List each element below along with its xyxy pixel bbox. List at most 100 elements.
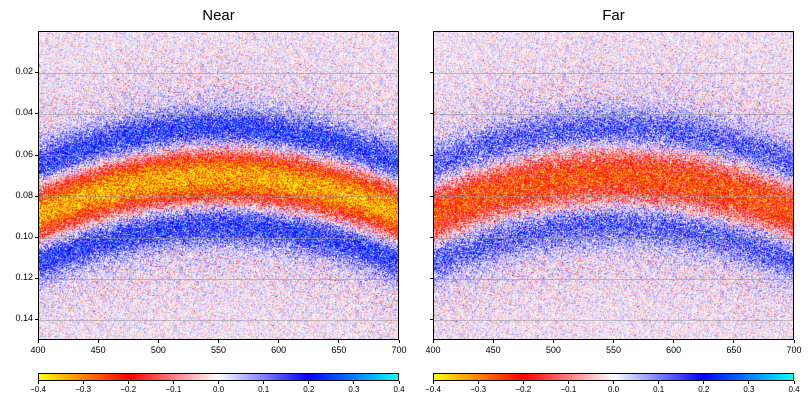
- far-gridline: [434, 237, 793, 239]
- near-colorbar-tick-label: −0.3: [75, 385, 92, 394]
- far-colorbar-tickmark: [793, 381, 795, 384]
- far-colorbar: [433, 373, 794, 381]
- near-y-tickmark: [35, 154, 38, 156]
- far-colorbar-tickmark: [567, 381, 569, 384]
- far-y-tickmark: [430, 278, 433, 280]
- near-y-tick-label: 0.02: [15, 66, 33, 77]
- far-x-tickmark: [673, 340, 675, 343]
- far-colorbar-tick-label: 0.0: [607, 385, 620, 394]
- near-x-tickmark: [398, 340, 400, 343]
- near-gridline: [39, 72, 398, 74]
- near-y-tick-label: 0.12: [15, 272, 33, 283]
- far-x-tick-label: 700: [786, 345, 802, 355]
- near-x-tick-label: 400: [30, 345, 46, 355]
- near-x-tick-label: 600: [271, 345, 287, 355]
- far-gridline: [434, 72, 793, 74]
- near-x-tickmark: [338, 340, 340, 343]
- near-x-tick-label: 550: [210, 345, 227, 355]
- near-y-tickmark: [35, 113, 38, 115]
- far-x-tick-label: 600: [666, 345, 682, 355]
- far-gridline: [434, 196, 793, 198]
- near-y-tick-label: 0.06: [15, 148, 33, 159]
- near-colorbar-tick-label: 0.4: [393, 385, 405, 394]
- far-colorbar-tickmark: [703, 381, 705, 384]
- far-y-tickmark: [430, 319, 433, 321]
- near-colorbar-tickmark: [398, 381, 400, 384]
- far-x-tick-label: 400: [425, 345, 441, 355]
- near-gridline: [39, 113, 398, 115]
- near-colorbar-tick-label: 0.2: [303, 385, 315, 394]
- near-y-tickmark: [35, 237, 38, 238]
- far-gridline: [434, 319, 793, 321]
- near-colorbar-tickmark: [263, 381, 265, 384]
- far-gridline: [434, 278, 793, 280]
- near-x-tickmark: [278, 340, 280, 343]
- near-x-tickmark: [97, 340, 99, 343]
- far-colorbar-tick-label: −0.4: [425, 385, 441, 394]
- far-x-tickmark: [733, 340, 735, 343]
- far-colorbar-tickmark: [522, 381, 524, 384]
- far-colorbar-tick-label: 0.2: [698, 385, 710, 394]
- far-colorbar-tickmark: [432, 381, 434, 384]
- near-y-tick-label: 0.10: [15, 231, 33, 241]
- far-y-tickmark: [430, 113, 433, 115]
- near-colorbar-tick-label: −0.2: [120, 385, 137, 394]
- near-y-tickmark: [35, 278, 38, 280]
- far-colorbar-tick-label: 0.4: [788, 385, 800, 394]
- near-x-tickmark: [37, 340, 39, 343]
- near-colorbar-tickmark: [218, 381, 219, 384]
- far-colorbar-tick-label: −0.3: [470, 385, 487, 394]
- far-x-tickmark: [613, 340, 614, 343]
- far-y-tickmark: [430, 237, 433, 238]
- far-x-tickmark: [432, 340, 434, 343]
- far-colorbar-tick-label: −0.1: [560, 385, 577, 394]
- near-colorbar-tickmark: [37, 381, 39, 384]
- far-colorbar-tickmark: [748, 381, 750, 384]
- far-y-tickmark: [430, 195, 433, 197]
- near-gridline: [39, 319, 398, 321]
- near-colorbar-tick-label: 0.3: [348, 385, 360, 394]
- far-gridline: [434, 113, 793, 115]
- far-x-tick-label: 650: [726, 345, 742, 355]
- far-x-tickmark: [492, 340, 494, 343]
- far-y-tickmark: [430, 72, 433, 74]
- near-colorbar-tickmark: [353, 381, 355, 384]
- near-x-tick-label: 700: [391, 345, 407, 355]
- far-heatmap-image: [434, 32, 793, 339]
- near-colorbar-tick-label: 0.1: [258, 385, 270, 394]
- near-colorbar-tickmark: [127, 381, 129, 384]
- far-x-tick-label: 550: [605, 345, 622, 355]
- far-x-tick-label: 500: [545, 345, 561, 355]
- near-colorbar-tickmark: [82, 381, 84, 384]
- near-gridline: [39, 155, 398, 157]
- near-x-tick-label: 650: [331, 345, 347, 355]
- near-y-tickmark: [35, 319, 38, 321]
- far-colorbar-tick-label: 0.1: [653, 385, 665, 394]
- near-x-tickmark: [157, 340, 159, 343]
- near-gridline: [39, 237, 398, 239]
- near-x-tickmark: [218, 340, 219, 343]
- near-y-tick-label: 0.14: [15, 313, 33, 324]
- far-plot-area: [433, 31, 794, 340]
- near-y-tick-label: 0.08: [15, 189, 33, 200]
- near-y-tickmark: [35, 72, 38, 74]
- far-gridline: [434, 155, 793, 157]
- far-y-tickmark: [430, 154, 433, 156]
- near-plot-area: [38, 31, 399, 340]
- far-colorbar-tickmark: [613, 381, 614, 384]
- near-colorbar-tick-label: −0.4: [30, 385, 46, 394]
- far-x-tick-label: 450: [485, 345, 501, 355]
- near-heatmap-image: [39, 32, 398, 339]
- far-colorbar-tick-label: −0.2: [515, 385, 532, 394]
- far-x-tickmark: [793, 340, 795, 343]
- far-title: Far: [602, 7, 625, 24]
- far-colorbar-tickmark: [477, 381, 479, 384]
- far-colorbar-tick-label: 0.3: [743, 385, 755, 394]
- near-colorbar-tick-label: −0.1: [165, 385, 182, 394]
- near-y-tick-label: 0.04: [15, 107, 33, 118]
- far-colorbar-tickmark: [658, 381, 660, 384]
- near-colorbar-tickmark: [308, 381, 310, 384]
- near-y-tickmark: [35, 195, 38, 197]
- near-gridline: [39, 196, 398, 198]
- near-colorbar-tickmark: [172, 381, 174, 384]
